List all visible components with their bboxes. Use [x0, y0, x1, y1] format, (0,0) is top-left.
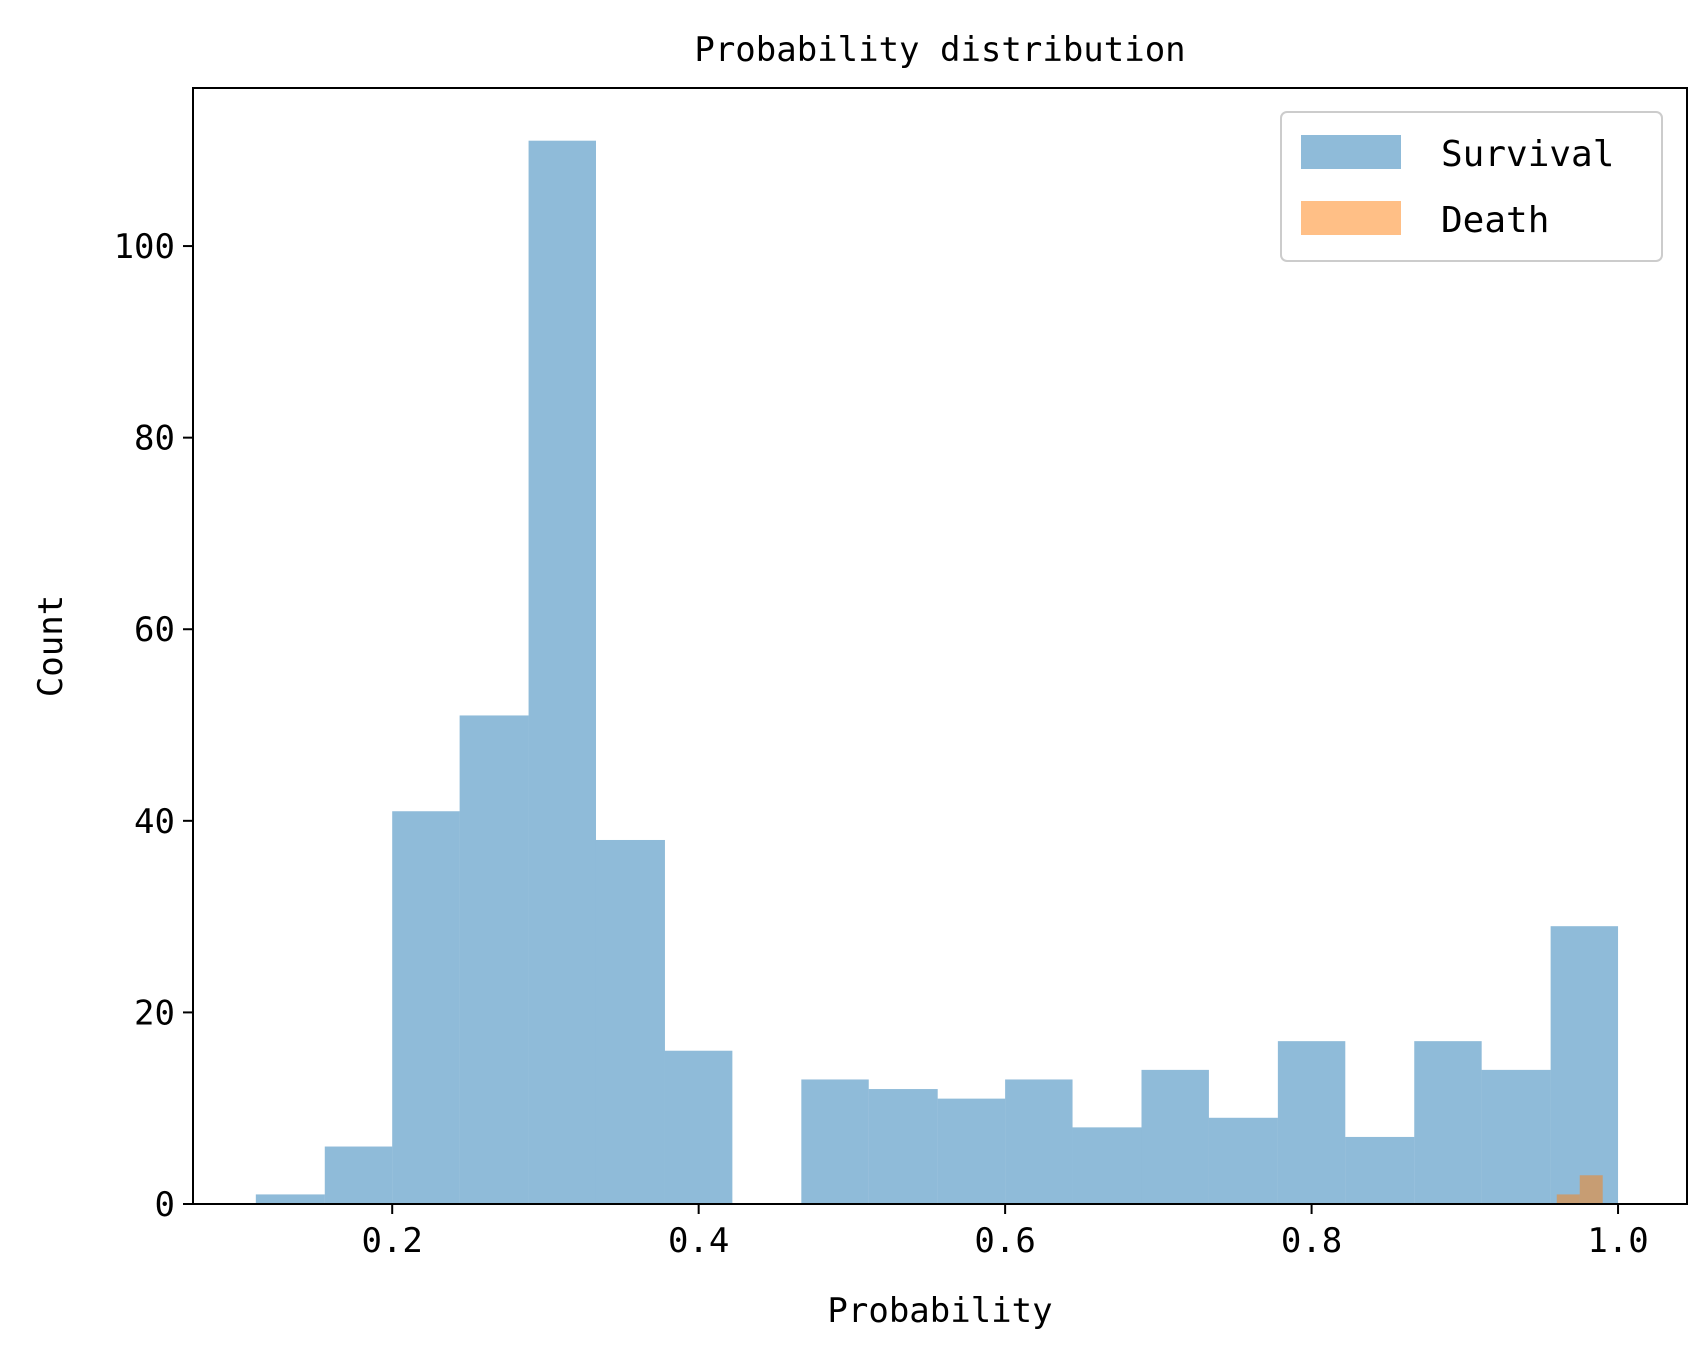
- x-tick-label: 1.0: [1587, 1221, 1648, 1261]
- bar-survival-18: [1481, 1069, 1551, 1204]
- y-tick-label: 80: [134, 419, 175, 459]
- bar-survival-1: [324, 1146, 393, 1204]
- bar-survival-4: [528, 140, 596, 1205]
- y-tick-label: 0: [155, 1185, 175, 1225]
- bar-survival-15: [1277, 1041, 1346, 1204]
- bar-survival-6: [664, 1050, 733, 1204]
- bar-survival-0: [255, 1194, 325, 1204]
- bar-death-0: [1556, 1194, 1580, 1204]
- y-tick-label: 40: [134, 802, 175, 842]
- bar-survival-3: [459, 715, 529, 1204]
- bar-survival-8: [801, 1079, 869, 1204]
- x-tick-label: 0.4: [668, 1221, 729, 1261]
- x-tick-label: 0.8: [1281, 1221, 1342, 1261]
- bar-survival-11: [1005, 1079, 1073, 1204]
- y-axis-label: Count: [31, 595, 71, 697]
- bar-survival-13: [1141, 1069, 1209, 1204]
- legend-swatch-survival: [1301, 135, 1401, 169]
- x-axis-label: Probability: [827, 1291, 1052, 1331]
- bar-survival-14: [1208, 1117, 1278, 1204]
- legend-label-survival: Survival: [1441, 134, 1614, 175]
- chart-title: Probability distribution: [694, 30, 1185, 70]
- bar-survival-19: [1550, 926, 1619, 1204]
- bar-death-1: [1579, 1175, 1603, 1204]
- bars-layer: [255, 140, 1619, 1205]
- x-axis-ticks: 0.2 0.4 0.6 0.8 1.0: [361, 1204, 1649, 1261]
- bar-survival-16: [1345, 1136, 1415, 1204]
- x-tick-label: 0.6: [974, 1221, 1035, 1261]
- legend-swatch-death: [1301, 201, 1401, 235]
- plot-frame: [192, 87, 1688, 1205]
- bar-survival-9: [868, 1089, 938, 1204]
- y-tick-label: 60: [134, 610, 175, 650]
- bar-survival-17: [1414, 1041, 1482, 1204]
- y-axis-ticks: 0 20 40 60 80 100: [114, 227, 193, 1225]
- y-tick-label: 100: [114, 227, 175, 267]
- legend: Survival Death: [1280, 111, 1663, 262]
- bar-survival-2: [392, 811, 460, 1204]
- x-tick-label: 0.2: [361, 1221, 422, 1261]
- y-tick-label: 20: [134, 993, 175, 1033]
- bar-survival-5: [595, 839, 665, 1204]
- legend-label-death: Death: [1441, 200, 1549, 241]
- bar-survival-10: [937, 1098, 1006, 1204]
- bar-survival-12: [1072, 1127, 1142, 1204]
